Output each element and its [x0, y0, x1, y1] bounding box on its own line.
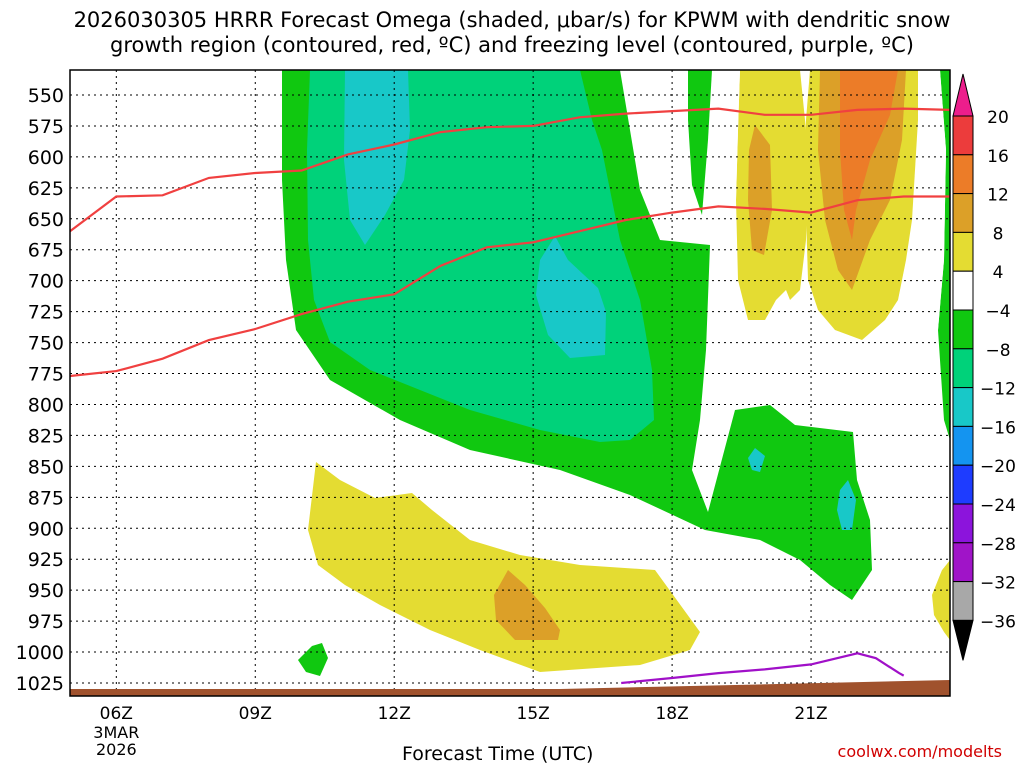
y-tick-label: 825 — [28, 425, 64, 447]
colorbar-swatch — [952, 425, 974, 466]
y-tick-label: 650 — [28, 209, 64, 231]
colorbar-label: −4 — [985, 302, 1010, 322]
x-axis-label: Forecast Time (UTC) — [402, 743, 594, 765]
omega-region-plus4 — [932, 560, 950, 640]
x-tick-label: 18Z — [655, 704, 688, 724]
colorbar-swatch — [952, 193, 974, 233]
y-tick-label: 575 — [28, 116, 64, 138]
omega-region-plus4 — [308, 462, 700, 672]
y-tick-label: 775 — [28, 364, 64, 386]
colorbar-swatch — [952, 154, 974, 195]
omega-shaded-field — [282, 70, 950, 676]
colorbar-bottom-arrow — [952, 619, 974, 661]
colorbar-swatch — [952, 581, 974, 621]
x-tick-label: 09Z — [239, 704, 272, 724]
y-tick-label: 675 — [28, 240, 64, 262]
y-tick-label: 600 — [28, 147, 64, 169]
x-tick-label: 21Z — [794, 704, 827, 724]
chart-title-line-1: 2026030305 HRRR Forecast Omega (shaded, … — [73, 8, 951, 32]
x-tick-label: 06Z — [100, 704, 133, 724]
colorbar-swatch — [952, 115, 974, 156]
omega-region-plus12 — [840, 70, 898, 240]
omega-region-minus4 — [298, 643, 328, 676]
y-tick-label: 875 — [28, 487, 64, 509]
colorbar-label: −8 — [985, 341, 1010, 361]
colorbar-label: −36 — [980, 612, 1016, 632]
colorbar-swatch — [952, 348, 974, 389]
chart-title-line-2: growth region (contoured, red, ºC) and f… — [110, 33, 914, 57]
y-tick-label: 925 — [28, 549, 64, 571]
colorbar-swatch — [952, 309, 974, 350]
y-tick-label: 625 — [28, 178, 64, 200]
colorbar-label: −12 — [980, 380, 1016, 400]
x-date-label: 3MAR — [93, 723, 139, 742]
colorbar-label: −28 — [980, 535, 1016, 555]
colorbar-label: 8 — [993, 224, 1004, 244]
freezing-level-contour — [621, 652, 905, 685]
x-tick-label: 12Z — [378, 704, 411, 724]
colorbar-swatch — [952, 270, 974, 311]
dendritic-growth-contour — [70, 195, 950, 378]
y-tick-label: 850 — [28, 456, 64, 478]
omega-region-plus4 — [736, 70, 808, 320]
omega-region-minus4 — [688, 70, 712, 215]
colorbar-label: 12 — [987, 186, 1009, 206]
omega-region-minus12 — [536, 236, 606, 358]
colorbar-swatch — [952, 387, 974, 427]
omega-region-minus4 — [938, 70, 950, 440]
omega-region-minus12 — [344, 70, 410, 245]
omega-region-plus8 — [494, 570, 560, 640]
y-tick-label: 550 — [28, 85, 64, 107]
colorbar-label: −20 — [980, 457, 1016, 477]
colorbar-swatch — [952, 464, 974, 505]
y-tick-label: 800 — [28, 394, 64, 416]
y-tick-label: 700 — [28, 271, 64, 293]
colorbar-label: −16 — [980, 418, 1016, 438]
colorbar-label: −24 — [980, 496, 1016, 516]
omega-region-minus12 — [837, 480, 856, 530]
credit-text: coolwx.com/modelts — [837, 742, 1002, 761]
colorbar-label: 16 — [987, 147, 1009, 167]
colorbar-label: 4 — [993, 263, 1004, 283]
dendritic-growth-contour — [70, 107, 950, 233]
y-tick-label: 1025 — [16, 673, 64, 695]
colorbar-swatch — [952, 231, 974, 272]
colorbar: 20 16 12 8 4 −4 −8 −12 −16 −20 −24 −28 −32 −36 — [952, 73, 1016, 661]
colorbar-label: 20 — [987, 108, 1009, 128]
y-tick-label: 1000 — [16, 642, 64, 664]
colorbar-label: −32 — [980, 574, 1016, 594]
colorbar-swatch — [952, 542, 974, 583]
y-tick-label: 750 — [28, 333, 64, 355]
plot-frame — [69, 69, 951, 697]
y-tick-label: 725 — [28, 302, 64, 324]
surface-terrain — [70, 680, 950, 696]
omega-region-plus8 — [748, 125, 772, 255]
x-date-label: 2026 — [96, 740, 137, 759]
dotted-grid — [70, 70, 950, 696]
y-tick-label: 950 — [28, 580, 64, 602]
x-tick-label: 15Z — [517, 704, 550, 724]
y-tick-label: 975 — [28, 611, 64, 633]
colorbar-swatch — [952, 503, 974, 544]
y-tick-label: 900 — [28, 518, 64, 540]
colorbar-top-arrow — [952, 73, 974, 117]
